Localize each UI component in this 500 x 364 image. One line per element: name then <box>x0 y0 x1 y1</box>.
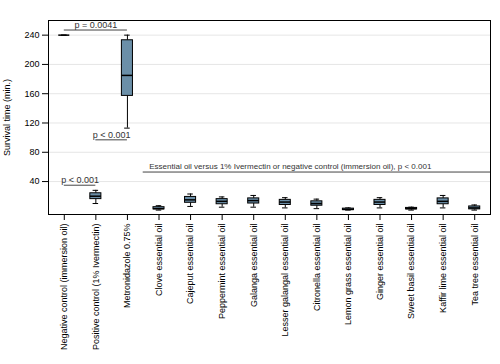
svg-text:Essential oil versus 1% Iverme: Essential oil versus 1% Ivermectin or ne… <box>149 162 432 171</box>
svg-text:200: 200 <box>24 59 39 69</box>
svg-text:Tea tree essential oil: Tea tree essential oil <box>470 224 480 306</box>
svg-text:160: 160 <box>24 89 39 99</box>
svg-text:Galanga essential oil: Galanga essential oil <box>249 224 259 308</box>
svg-text:Cajeput essential oil: Cajeput essential oil <box>185 224 195 305</box>
svg-text:Lemon grass essential oil: Lemon grass essential oil <box>343 224 353 326</box>
svg-text:Clove essential oil: Clove essential oil <box>154 224 164 297</box>
svg-text:Metronidazole 0.75%: Metronidazole 0.75% <box>122 224 132 309</box>
svg-text:Survival time (min.): Survival time (min.) <box>2 79 12 156</box>
svg-text:40: 40 <box>29 176 39 186</box>
svg-text:Kaffir lime essential oil: Kaffir lime essential oil <box>438 224 448 313</box>
svg-text:Negative control (immersion oi: Negative control (immersion oil) <box>59 224 69 351</box>
svg-text:p < 0.001: p < 0.001 <box>61 175 99 185</box>
svg-text:Peppermint essential oil: Peppermint essential oil <box>217 224 227 320</box>
svg-text:Positive control (1% Ivermecti: Positive control (1% Ivermectin) <box>91 224 101 351</box>
svg-text:80: 80 <box>29 147 39 157</box>
svg-text:120: 120 <box>24 118 39 128</box>
svg-text:p < 0.001: p < 0.001 <box>93 130 131 140</box>
svg-text:Citronella essential oil: Citronella essential oil <box>312 224 322 312</box>
svg-text:Ginger essential oil: Ginger essential oil <box>375 224 385 301</box>
svg-text:Sweet basil essential oil: Sweet basil essential oil <box>406 224 416 320</box>
svg-text:Lesser galangal essential oil: Lesser galangal essential oil <box>280 224 290 337</box>
svg-text:240: 240 <box>24 30 39 40</box>
svg-text:p = 0.0041: p = 0.0041 <box>74 20 117 30</box>
